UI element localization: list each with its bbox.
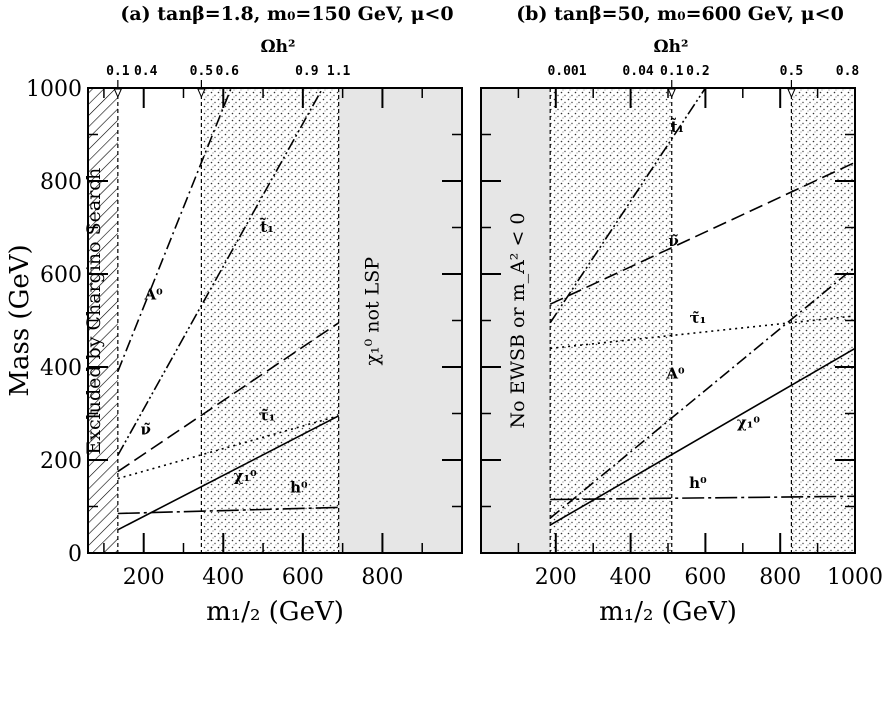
panel-title: (b) tanβ=50, m₀=600 GeV, μ<0 [516,3,844,25]
top-tick-label: 0.5 [190,64,213,79]
region-gray [338,88,462,553]
region-label: Excluded by Chargino Search [83,168,105,455]
curve-label: ν̃ [668,232,678,250]
series-line [117,506,339,515]
panel-b: 200 400 600 800 1000 0.001 0.04 0.1 0.2 0.5 0.8 Ωh²… [480,3,883,627]
series-line [117,87,232,372]
top-tick-label: 0.1 [106,64,130,79]
x-tick-label: 800 [361,565,403,590]
curve-label: A⁰ [665,365,685,383]
y-tick-label: 600 [40,263,82,288]
omega-arrow-head [197,88,206,99]
y-tick-label: 200 [40,449,82,474]
curve-label: ν̃ [140,420,150,438]
top-tick-label: 0.4 [134,64,158,79]
x-tick-label: 400 [202,565,244,590]
top-tick-label: 0.1 [660,64,684,79]
curve-label: t̃₁ [670,116,684,136]
x-tick-label: 800 [759,565,801,590]
omega-axis-label: Ωh² [654,37,689,57]
top-tick-label: 0.04 [622,64,653,79]
x-axis-label: m₁/₂ (GeV) [206,597,344,627]
x-tick-label: 600 [282,565,324,590]
y-axis-label: Mass (GeV) [5,244,35,396]
series-line [549,161,856,305]
curve-label: τ̃₁ [690,309,707,327]
curve-label: h⁰ [689,474,707,492]
top-tick-label: 0.9 [295,64,318,79]
series-line [117,322,340,473]
series-line [117,415,339,480]
series-line [117,87,324,456]
omega-axis-label: Ωh² [261,37,296,57]
region-label: χ₁⁰ not LSP [361,257,383,366]
region-dots [550,88,672,553]
x-tick-label: 1000 [827,565,883,590]
x-tick-label: 200 [123,565,165,590]
y-tick-label: 800 [40,170,82,195]
omega-arrow-head [667,88,677,99]
y-tick-label: 1000 [26,77,82,102]
region-dots [791,88,855,553]
x-tick-label: 200 [535,565,577,590]
top-tick-label: 0.8 [836,64,860,79]
top-tick-label: 0.001 [547,64,586,79]
omega-arrow-head [787,88,796,99]
region-label: No EWSB or m_A² < 0 [507,212,529,428]
top-tick-label: 0.2 [686,64,709,79]
series-line [549,87,707,324]
y-tick-label: 400 [40,356,82,381]
top-tick-label: 0.5 [780,64,803,79]
x-tick-label: 400 [610,565,652,590]
curve-label: χ₁⁰ [234,467,257,485]
curve-label: t̃₁ [260,216,274,236]
x-axis-label: m₁/₂ (GeV) [599,597,737,627]
top-tick-label: 0.6 [216,64,240,79]
top-tick-label: 1.1 [327,64,351,79]
panel-title: (a) tanβ=1.8, m₀=150 GeV, μ<0 [120,3,453,25]
curve-label: A⁰ [144,286,164,304]
series-line [549,347,856,526]
x-tick-label: 600 [684,565,726,590]
y-tick-label: 0 [68,542,82,567]
region-gray [481,88,551,553]
curve-label: τ̃₁ [259,406,276,424]
series-line [550,495,856,501]
omega-arrow-head [113,88,123,99]
curve-label: h⁰ [290,479,308,497]
series-line [117,415,340,531]
curve-label: χ₁⁰ [737,413,760,431]
region-dots [201,88,339,553]
